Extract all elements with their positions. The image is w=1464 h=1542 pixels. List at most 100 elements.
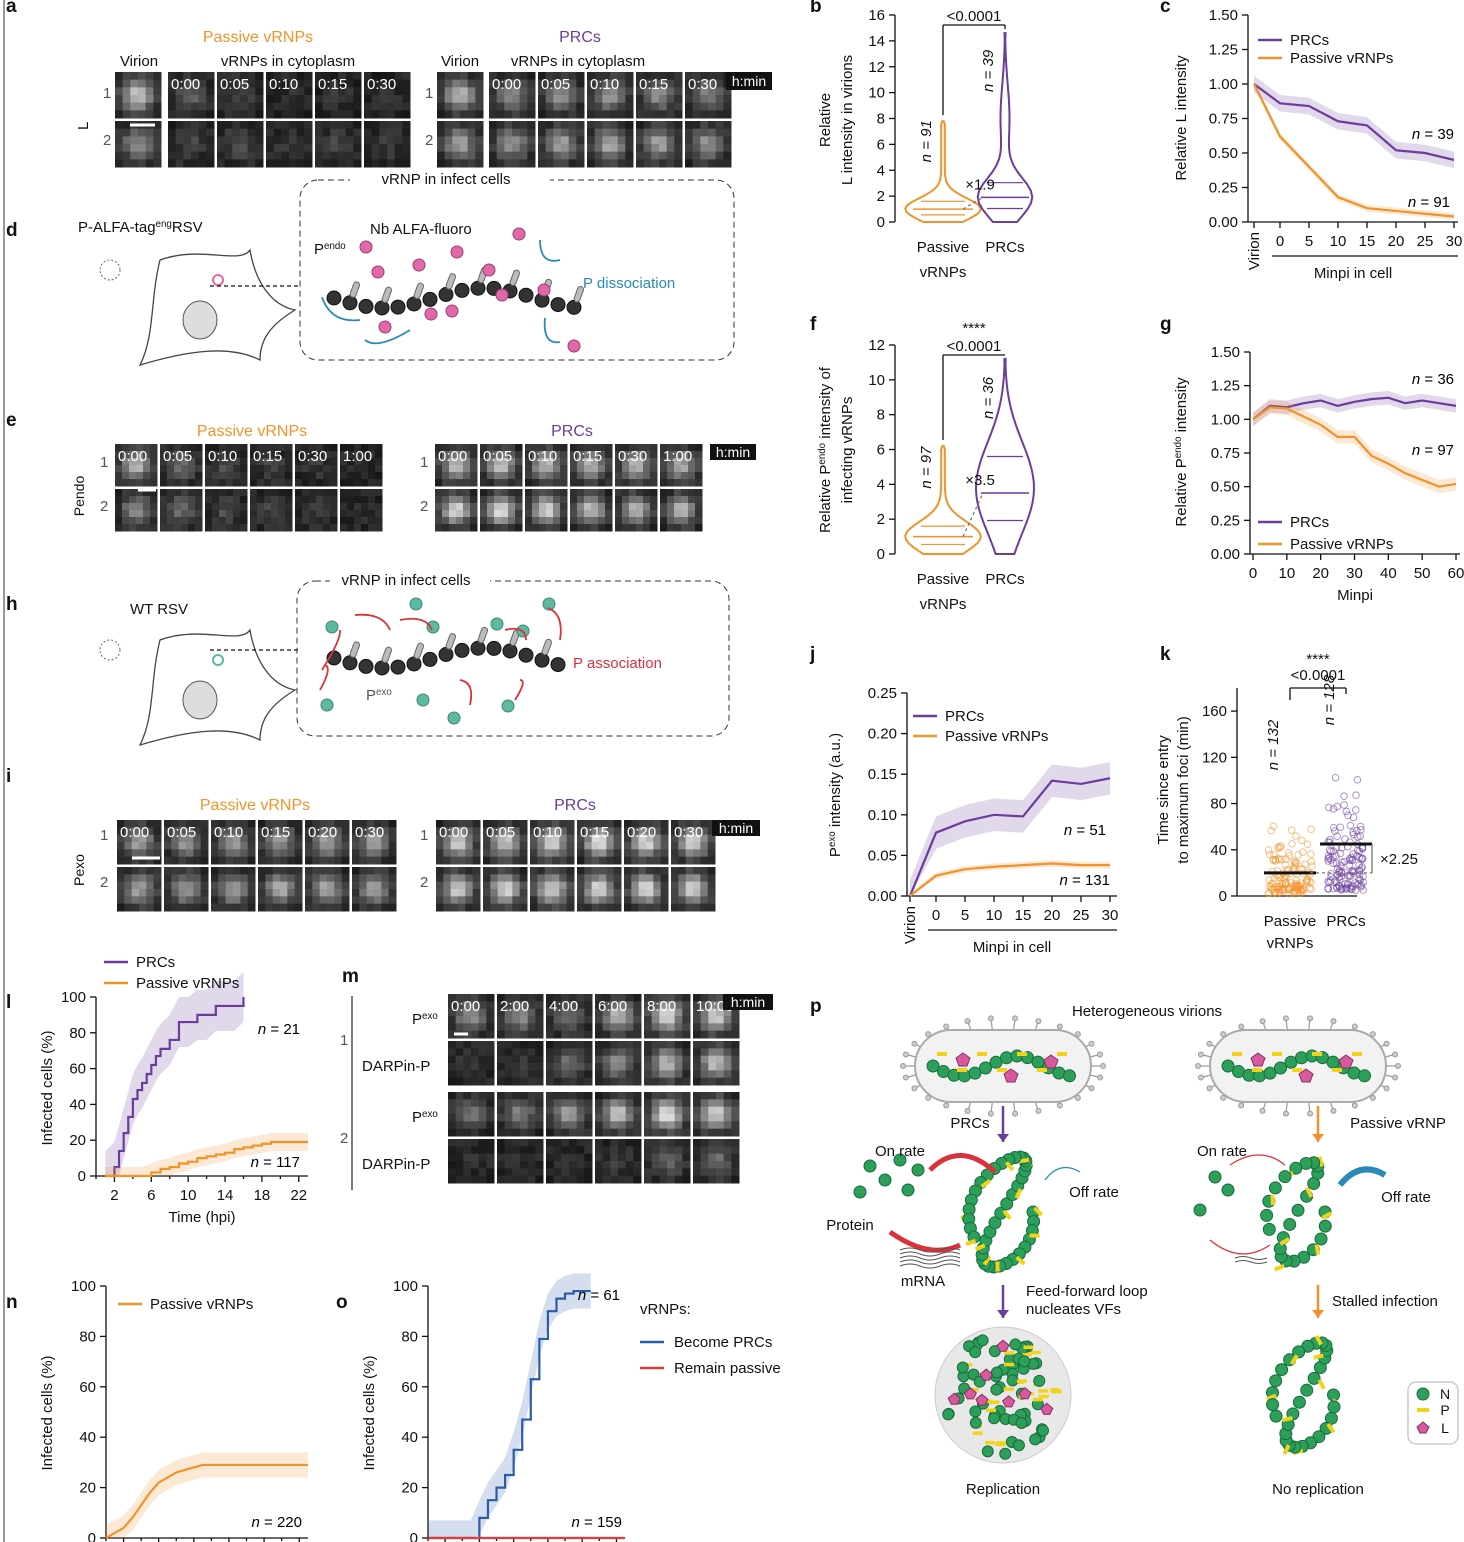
box-title: vRNP in infect cells <box>382 171 511 188</box>
panel-letter-l: l <box>6 992 11 1013</box>
micrograph-tile <box>115 489 158 532</box>
series-line-1 <box>105 1140 308 1178</box>
mrna-wave <box>899 1263 961 1269</box>
time-label: 0:10 <box>533 824 562 841</box>
legend-label: Remain passive <box>674 1360 781 1377</box>
time-label: 0:30 <box>298 448 327 465</box>
ci-band <box>428 1273 591 1538</box>
virus-label: P-ALFA-tagengRSV <box>78 219 203 237</box>
violin-0 <box>904 120 982 223</box>
n-label: n = 61 <box>578 1287 620 1304</box>
micrograph-tile <box>483 820 528 865</box>
y-tick-label: 16 <box>868 7 885 24</box>
nb-dot <box>450 245 464 259</box>
cyto-label: vRNPs in cytoplasm <box>511 53 645 70</box>
data-point <box>1341 868 1349 876</box>
rnp-box: vRNP in infect cells Pendo Nb ALFA-fluoro P… <box>299 171 735 361</box>
y-axis-label: Infected cells (%) <box>39 1030 56 1145</box>
row-label: DARPin-P <box>362 1058 430 1075</box>
data-point <box>1337 869 1346 877</box>
micrograph-tile <box>636 121 683 168</box>
time-label: 0:20 <box>627 824 656 841</box>
y-tick-label: 6 <box>877 136 885 153</box>
association-arrow <box>459 679 473 706</box>
time-label: 0:30 <box>618 448 647 465</box>
x-tick-label: 30 <box>1102 907 1119 924</box>
unit-label: h:min <box>731 994 765 1010</box>
data-point <box>1329 805 1338 813</box>
time-label: 0:05 <box>483 448 512 465</box>
x-tick-label: 15 <box>1359 233 1376 250</box>
micrograph-tile <box>217 72 264 119</box>
series-line-1 <box>909 862 1110 897</box>
pexo-label: Pexo <box>366 687 392 705</box>
n-label: n = 117 <box>251 1154 300 1171</box>
data-point <box>1269 856 1278 864</box>
data-point <box>1267 826 1275 835</box>
y-tick-label: 10 <box>868 372 885 389</box>
y-tick-label: 0 <box>410 1530 418 1542</box>
rnp-box: vRNP in infect cells Pexo P association <box>296 572 730 737</box>
data-point <box>1308 862 1316 870</box>
y-tick-label: 1.00 <box>1211 411 1240 428</box>
y-tick-label: 40 <box>401 1429 418 1446</box>
category-label: vRNPs <box>920 596 967 613</box>
data-point <box>1288 839 1296 848</box>
sig-stars: **** <box>962 320 986 337</box>
time-label: 0:05 <box>167 824 196 841</box>
translation-arrow <box>1209 1239 1271 1255</box>
data-point <box>1333 884 1341 892</box>
side-label: Pexo <box>71 854 87 886</box>
mrna-wave <box>899 1259 961 1265</box>
chart-g: 0.00 0.25 0.50 0.75 1.00 1.25 1.50 0 10 20 30 40 50 6… <box>1211 344 1464 604</box>
time-label: 0:10 <box>214 824 243 841</box>
micrograph-tile <box>448 1041 495 1086</box>
data-point <box>1282 855 1290 863</box>
row-label: Pexo <box>412 1109 438 1127</box>
data-point <box>1287 826 1296 835</box>
y-tick-label: 60 <box>401 1379 418 1396</box>
box-title: vRNP in infect cells <box>342 572 471 589</box>
data-point <box>1298 836 1306 845</box>
prc-title: PRCs <box>559 29 601 46</box>
data-point <box>1333 864 1342 873</box>
time-label: 6:00 <box>598 998 627 1015</box>
nb-dot <box>412 258 426 272</box>
virion-label: Virion <box>120 53 158 70</box>
legend-label: Passive vRNPs <box>136 975 239 992</box>
x-tick-label: 50 <box>1414 565 1431 582</box>
sig-stars: **** <box>1306 651 1330 668</box>
y-tick-label: 0.20 <box>868 726 897 743</box>
data-point <box>1325 803 1333 812</box>
micrograph-tile <box>205 444 248 487</box>
virion-tile <box>437 121 484 168</box>
micrograph-tile <box>538 121 585 168</box>
y-tick-label: 160 <box>1202 703 1227 720</box>
y-tick-label: 40 <box>79 1429 96 1446</box>
micrograph-tile <box>624 867 669 912</box>
legend-label: Passive vRNPs <box>1290 50 1393 67</box>
legend-label: PRCs <box>1290 32 1329 49</box>
data-point <box>1292 832 1300 840</box>
time-label: 8:00 <box>647 998 676 1015</box>
n-label: n = 39 <box>1412 126 1454 143</box>
micrograph-tile <box>525 489 568 532</box>
off-rate-label: Off rate <box>1069 1184 1119 1201</box>
micrograph-tile <box>595 1041 642 1086</box>
x-tick-label: 0 <box>1276 233 1284 250</box>
legend-label: L <box>1441 1420 1449 1436</box>
x-tick-label: 30 <box>1346 565 1363 582</box>
micrograph-tile <box>211 867 256 912</box>
chart-k: 0 40 80 120 160 Passive vRNPs n = 132 PRCs n = 12… <box>1202 651 1418 952</box>
data-point <box>1359 886 1367 894</box>
time-label: 1:00 <box>343 448 372 465</box>
micrograph-tile <box>448 1092 495 1137</box>
micrograph-tile <box>644 1041 691 1086</box>
data-point <box>1297 886 1305 895</box>
row-label: 2 <box>420 874 428 891</box>
y-tick-label: 4 <box>877 162 885 179</box>
legend-title: vRNPs: <box>640 1301 691 1318</box>
data-point <box>1352 826 1361 835</box>
data-point <box>1341 835 1349 843</box>
